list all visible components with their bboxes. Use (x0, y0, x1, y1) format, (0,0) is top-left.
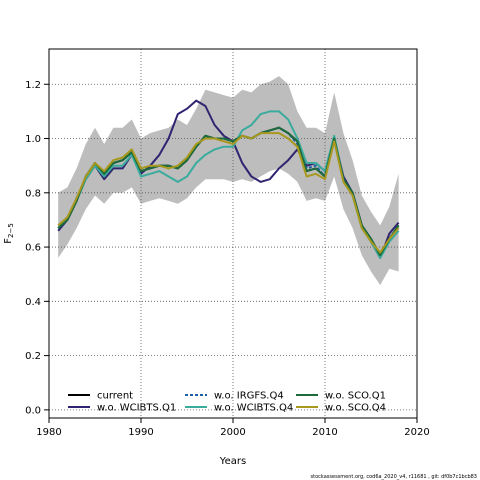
legend-label-w-o-sco-q4: w.o. SCO.Q4 (325, 403, 386, 414)
y-tick-label: 0.0 (25, 405, 41, 416)
y-tick-label: 0.2 (25, 351, 41, 362)
x-tick-label: 2000 (220, 427, 245, 438)
y-axis-title: F2−5 (3, 223, 15, 244)
x-axis: 1980 1990 2000 2010 2020 (36, 418, 430, 438)
y-axis-title-main: F (3, 238, 14, 244)
x-tick-label: 2010 (312, 427, 337, 438)
legend-label-w-o-sco-q1: w.o. SCO.Q1 (325, 391, 386, 402)
y-tick-label: 0.6 (25, 243, 41, 254)
legend-label-w-o-irgfs-q4: w.o. IRGFS.Q4 (214, 391, 284, 402)
y-axis: 0.0 0.2 0.4 0.6 0.8 1.0 1.2 (25, 80, 49, 416)
y-tick-label: 0.8 (25, 188, 41, 199)
y-tick-label: 1.2 (25, 80, 41, 91)
legend-label-w-o-wcibts-q1: w.o. WCIBTS.Q1 (97, 403, 176, 414)
x-axis-title: Years (219, 456, 246, 467)
y-tick-label: 0.4 (25, 297, 41, 308)
legend-label-current: current (97, 391, 133, 402)
series-line-w-o-sco-q4 (57, 132, 400, 254)
x-tick-label: 2020 (404, 427, 429, 438)
footer-credit: stockassessment.org, cod6a_2020_v4, r116… (311, 474, 477, 480)
grid-layer (49, 49, 417, 418)
x-tick-label: 1990 (128, 427, 153, 438)
y-axis-title-subscript: 2−5 (7, 223, 15, 238)
x-tick-label: 1980 (36, 427, 61, 438)
y-tick-label: 1.0 (25, 134, 41, 145)
confidence-band (58, 76, 399, 286)
series-layer (57, 99, 400, 259)
confidence-band-layer (58, 76, 399, 286)
legend-label-w-o-wcibts-q4: w.o. WCIBTS.Q4 (214, 403, 293, 414)
